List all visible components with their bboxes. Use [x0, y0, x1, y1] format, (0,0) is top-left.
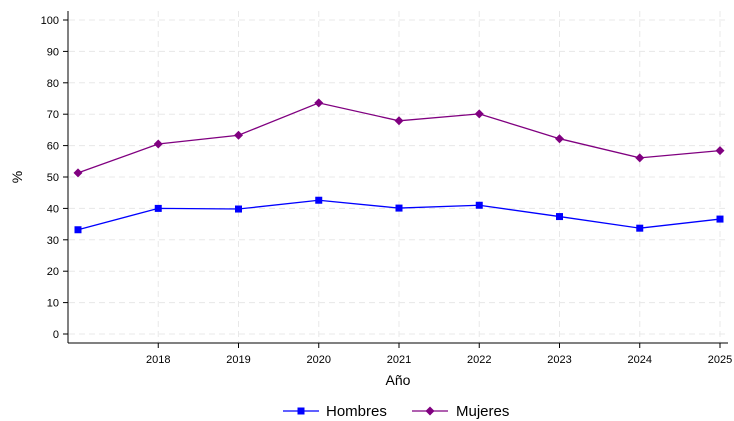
y-tick-label: 80: [47, 78, 59, 90]
data-point: [314, 98, 324, 108]
data-point: [474, 109, 484, 119]
y-axis-title: %: [9, 171, 25, 183]
x-tick-label: 2024: [628, 354, 652, 366]
legend: Hombres Mujeres: [283, 403, 509, 420]
data-point: [395, 204, 403, 212]
data-point: [153, 139, 163, 149]
series-mujeres: [73, 98, 725, 178]
legend-marker: [425, 406, 435, 416]
x-tick-label: 2021: [387, 354, 411, 366]
x-tick-label: 2019: [226, 354, 250, 366]
data-point: [73, 168, 83, 178]
data-point: [235, 205, 242, 213]
legend-item-hombres: Hombres: [283, 403, 387, 420]
y-tick-label: 50: [47, 172, 59, 184]
data-point: [234, 130, 243, 140]
x-tick-label: 2022: [467, 354, 491, 366]
data-point: [716, 215, 724, 223]
grid: [69, 11, 728, 342]
x-tick-label: 2018: [146, 354, 170, 366]
data-point: [315, 196, 323, 204]
y-tick-label: 40: [47, 203, 59, 215]
series-group: [73, 98, 725, 234]
data-point: [555, 134, 564, 144]
data-point: [556, 213, 563, 221]
legend-item-mujeres: Mujeres: [412, 403, 509, 420]
legend-label: Hombres: [326, 403, 387, 420]
legend-marker: [297, 407, 305, 415]
data-point: [154, 204, 162, 212]
x-tick-label: 2023: [547, 354, 571, 366]
data-point: [394, 116, 404, 126]
x-tick-label: 2020: [307, 354, 331, 366]
y-tick-label: 70: [47, 109, 59, 121]
y-tick-label: 10: [47, 298, 59, 310]
x-tick-label: 2025: [708, 354, 732, 366]
data-point: [636, 224, 644, 232]
series-hombres: [74, 196, 724, 234]
data-point: [475, 201, 483, 209]
y-tick-label: 90: [47, 46, 59, 58]
y-tick-label: 60: [47, 141, 59, 153]
legend-label: Mujeres: [456, 403, 509, 420]
y-axis-ticks: 0 10 20 30 40 50 60 70 80 90 100: [41, 15, 68, 341]
y-tick-label: 20: [47, 266, 59, 278]
y-tick-label: 30: [47, 235, 59, 247]
data-point: [74, 226, 82, 234]
data-point: [715, 146, 725, 156]
x-axis-title: Año: [386, 372, 411, 388]
x-axis-ticks: 2018 2019 2020 2021 2022 2023 2024 2025: [146, 343, 732, 366]
y-tick-label: 0: [53, 329, 59, 341]
data-point: [635, 153, 645, 163]
y-tick-label: 100: [41, 15, 59, 27]
